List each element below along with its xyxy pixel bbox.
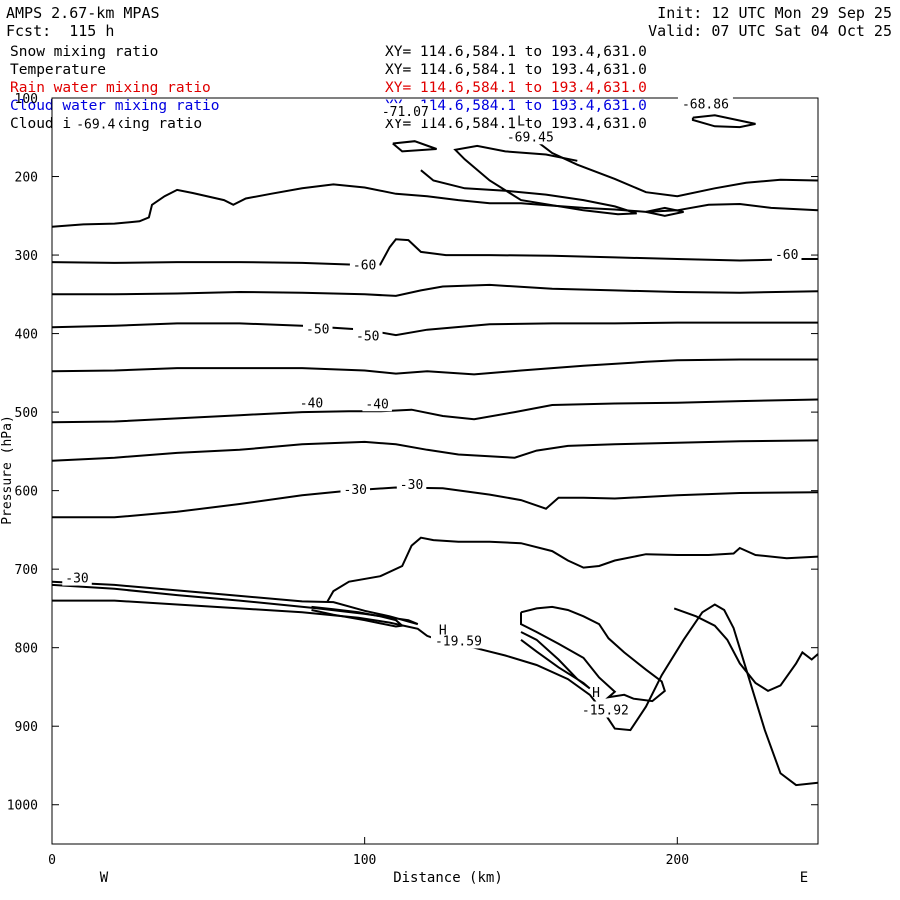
isotherm-line-16 xyxy=(420,144,638,216)
contour-label-bg xyxy=(303,320,333,337)
layer-label-rain: Rain water mixing ratio xyxy=(10,80,211,96)
isotherm-line-19 xyxy=(392,140,437,153)
isotherm-line-13 xyxy=(520,605,666,703)
contour-label: -69.4 xyxy=(76,118,115,133)
contour-label-bg xyxy=(577,701,633,718)
contour-label-group: -60 -60 -50 -50 -40 -40 -30 -30 -30 -69.4 -71.07 -6… xyxy=(62,95,802,719)
y-tick-label: 200 xyxy=(15,171,38,186)
contour-label-bg xyxy=(340,480,371,497)
isotherm-line-15 xyxy=(511,126,819,198)
x-tick-label: 0 xyxy=(48,853,56,868)
x-tick-label: 200 xyxy=(666,853,689,868)
contour-label: -30 xyxy=(344,483,367,498)
init-time: Init: 12 UTC Mon 29 Sep 25 xyxy=(657,4,892,22)
isotherm-line-6 xyxy=(51,439,819,462)
layer-label-snow: Snow mixing ratio xyxy=(10,44,159,60)
isotherm-line-2 xyxy=(52,283,819,297)
isotherm-line-18 xyxy=(691,114,756,129)
x-tick-label: 100 xyxy=(353,853,376,868)
contour-label: -15.92 xyxy=(582,704,629,719)
contour-label: -30 xyxy=(400,478,423,493)
contour-label-bg xyxy=(677,95,733,112)
isotherm-line-10 xyxy=(51,580,419,626)
x-axis-label: Distance (km) xyxy=(393,870,503,886)
layer-xy-snow: XY= 114.6,584.1 to 193.4,631.0 xyxy=(385,44,647,60)
isotherm-line-1 xyxy=(51,238,818,266)
contour-label-bg xyxy=(349,256,380,273)
extrema-group: L H H xyxy=(439,115,600,702)
isotherm-line-5 xyxy=(51,398,819,424)
y-axis-label: Pressure (hPa) xyxy=(0,415,15,525)
y-tick-label: 800 xyxy=(15,642,38,657)
layer-xy-cloud-ice: XY= 114.6,584.1 to 193.4,631.0 xyxy=(385,116,647,132)
isotherm-line-3 xyxy=(51,321,818,337)
extremum-marker: H xyxy=(439,623,447,638)
layer-xy-cloud-water: XY= 114.6,584.1 to 193.4,631.0 xyxy=(385,98,647,114)
y-tick-label: 700 xyxy=(15,563,38,578)
contour-label: -68.86 xyxy=(682,97,729,112)
west-label: W xyxy=(100,870,109,886)
layer-xy-rain: XY= 114.6,584.1 to 193.4,631.0 xyxy=(385,80,647,96)
contour-label: -19.59 xyxy=(435,634,482,649)
y-tick-label: 300 xyxy=(15,249,38,264)
contour-label: -50 xyxy=(306,323,329,338)
contour-label-bg xyxy=(430,632,486,649)
contour-label-bg xyxy=(353,327,383,344)
y-tick-label: 100 xyxy=(15,92,38,107)
contour-label: -60 xyxy=(353,258,376,273)
layer-xy-temperature: XY= 114.6,584.1 to 193.4,631.0 xyxy=(385,62,647,78)
east-label: E xyxy=(800,870,808,886)
y-tick-label: 600 xyxy=(15,485,38,500)
isotherm-line-7 xyxy=(52,486,819,519)
x-axis: 0 100 200 xyxy=(48,837,689,868)
isotherm-line-11 xyxy=(311,605,405,628)
layer-label-temperature: Temperature xyxy=(10,62,107,78)
contour-label-bg xyxy=(377,103,433,120)
contour-label: -40 xyxy=(300,396,323,411)
y-tick-label: 400 xyxy=(15,328,38,343)
contour-label-bg xyxy=(771,246,802,263)
y-tick-label: 1000 xyxy=(7,799,38,814)
y-tick-label: 500 xyxy=(15,406,38,421)
isotherm-line-14 xyxy=(673,607,819,693)
contour-label-bg xyxy=(396,476,427,493)
valid-time: Valid: 07 UTC Sat 04 Oct 25 xyxy=(648,22,892,40)
layer-label-cloud-water: Cloud water mixing ratio xyxy=(10,98,220,114)
isotherm-line-4 xyxy=(51,358,818,376)
contour-label: -30 xyxy=(65,572,88,587)
isotherm-line-9 xyxy=(52,599,819,787)
contour-label-bg xyxy=(296,394,327,411)
isotherm-line-8 xyxy=(326,536,819,603)
extremum-marker: L xyxy=(517,115,525,130)
contour-label-bg xyxy=(62,569,92,586)
y-axis: 100 200 300 400 500 600 700 800 900 1000 xyxy=(7,92,818,814)
y-tick-label: 900 xyxy=(15,720,38,735)
contour-label: -60 xyxy=(775,248,798,263)
forecast-hour: Fcst: 115 h xyxy=(6,22,115,40)
contour-label-bg xyxy=(502,128,558,145)
isotherm-line-17 xyxy=(645,206,684,217)
contour-label-bg xyxy=(362,395,392,412)
contour-label-bg xyxy=(72,115,120,132)
extremum-marker: H xyxy=(592,686,600,701)
isotherm-group xyxy=(51,114,819,787)
contour-label: -69.45 xyxy=(507,130,554,145)
plot-frame xyxy=(51,97,819,845)
contour-label: -50 xyxy=(356,330,379,345)
model-title: AMPS 2.67-km MPAS xyxy=(6,4,160,22)
isotherm-line-12 xyxy=(520,631,591,690)
contour-label: -40 xyxy=(365,397,388,412)
contour-label: -71.07 xyxy=(382,105,429,120)
